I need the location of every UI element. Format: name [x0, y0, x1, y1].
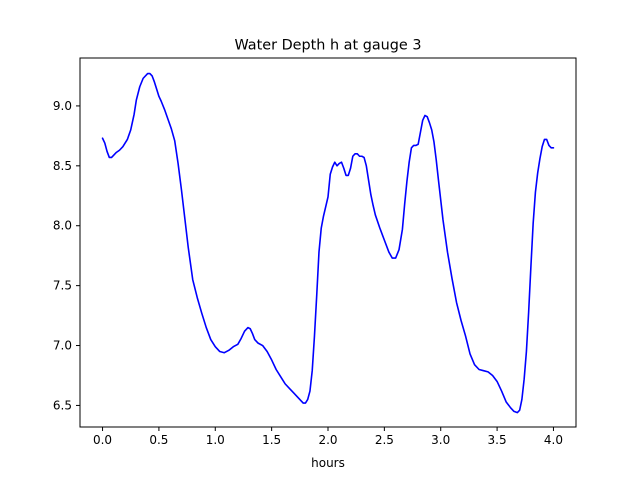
y-tick-label: 7.0 [53, 339, 72, 353]
x-tick-label: 4.0 [544, 433, 563, 447]
x-tick-label: 1.5 [262, 433, 281, 447]
y-tick-label: 8.5 [53, 159, 72, 173]
x-tick-label: 1.0 [206, 433, 225, 447]
y-tick-label: 6.5 [53, 398, 72, 412]
x-tick-label: 2.0 [318, 433, 337, 447]
x-tick-label: 3.5 [488, 433, 507, 447]
y-tick-label: 9.0 [53, 99, 72, 113]
x-tick-label: 0.0 [93, 433, 112, 447]
x-tick-label: 3.0 [431, 433, 450, 447]
x-tick-label: 0.5 [149, 433, 168, 447]
axes: 0.0 0.5 1.0 1.5 2.0 2.5 3.0 3.5 4.0 6.5 7.0 7.5 8.0 8… [53, 57, 577, 447]
x-tick-label: 2.5 [375, 433, 394, 447]
x-axis-label: hours [311, 456, 345, 470]
series-line-0 [101, 72, 555, 414]
y-tick-label: 8.0 [53, 219, 72, 233]
chart-title: Water Depth h at gauge 3 [234, 38, 421, 54]
y-tick-label: 7.5 [53, 279, 72, 293]
plot-area [101, 72, 555, 414]
